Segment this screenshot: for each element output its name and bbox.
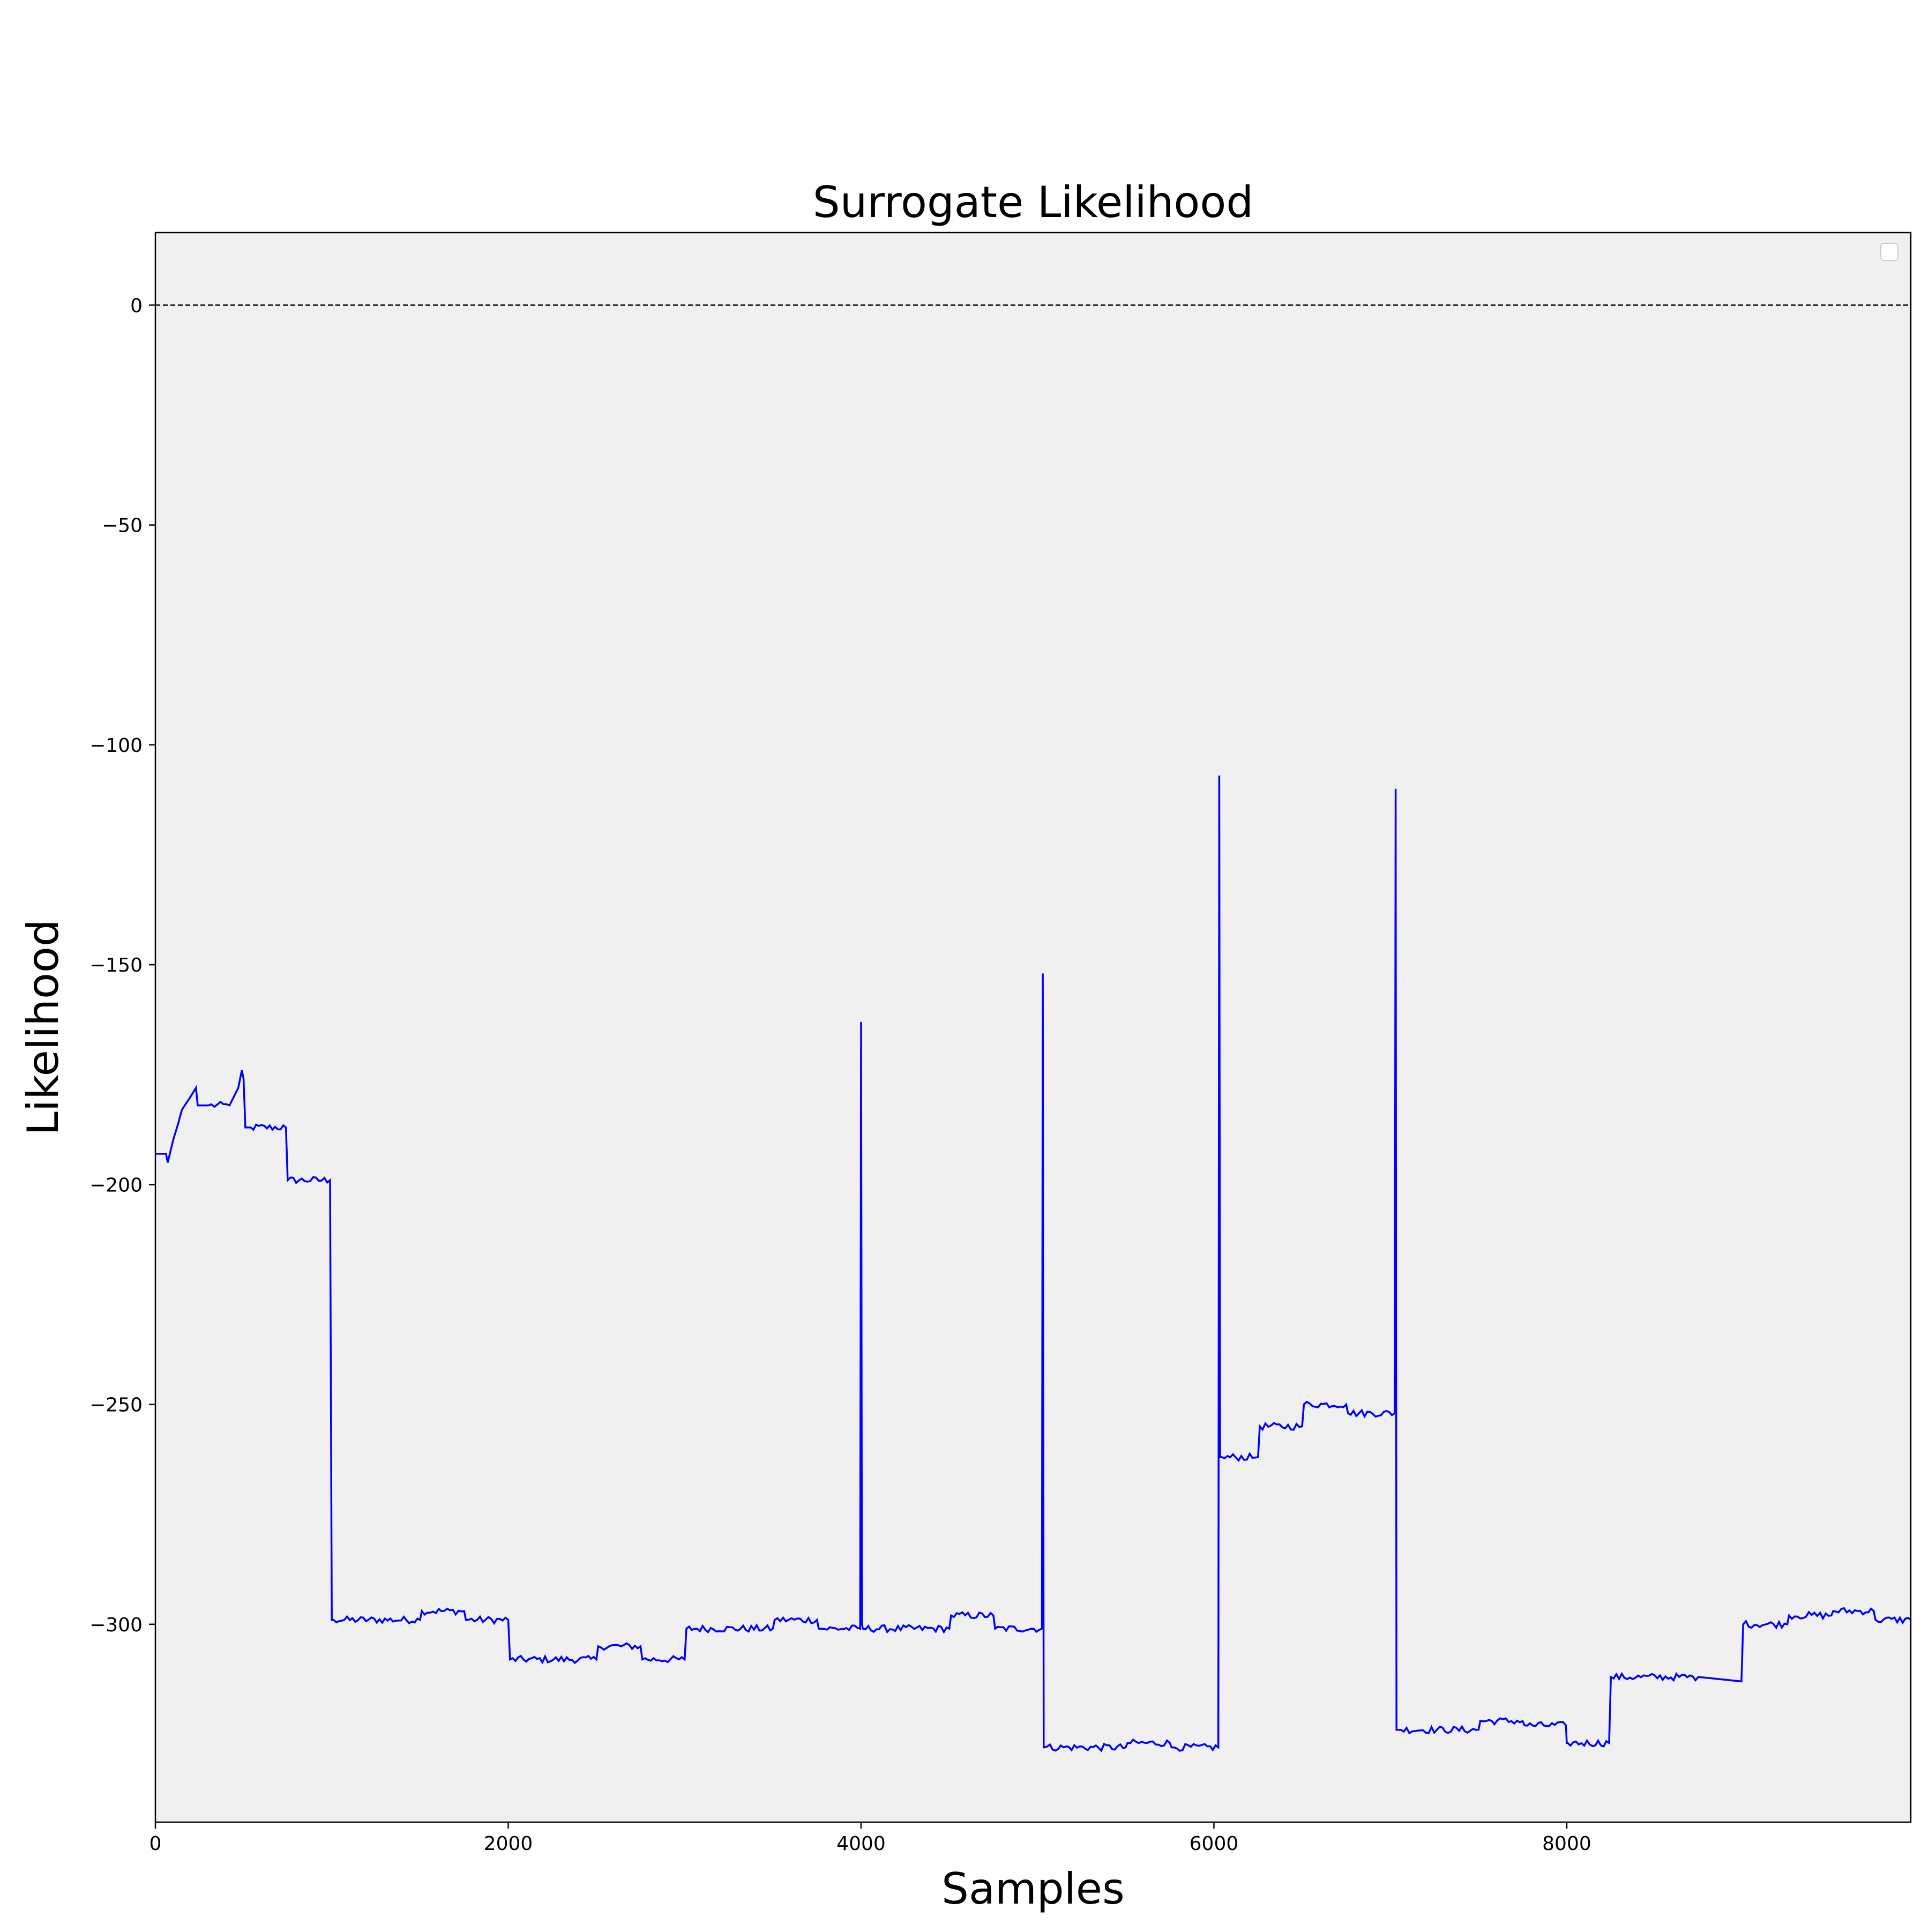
y-tick-label: −50 (102, 515, 143, 537)
x-tick-label: 0 (149, 1833, 162, 1855)
ticks-layer: 0 2000 4000 6000 8000 0 −50 −100 −150 −200 −250 −30… (89, 295, 1591, 1855)
y-tick-label: 0 (130, 295, 143, 317)
y-axis-title: Likelihood (18, 919, 68, 1135)
x-tick-label: 8000 (1542, 1833, 1591, 1855)
y-tick-label: −250 (89, 1394, 143, 1416)
x-tick-label: 6000 (1190, 1833, 1239, 1855)
x-tick-label: 2000 (484, 1833, 533, 1855)
x-axis-title: Samples (941, 1864, 1125, 1914)
y-tick-label: −300 (89, 1614, 143, 1636)
plot-frame (154, 232, 1912, 1823)
plot-area (155, 233, 1911, 1822)
chart-title: Surrogate Likelihood (813, 177, 1253, 227)
legend-box (1880, 243, 1898, 261)
plot-layer (155, 304, 1912, 1752)
y-tick-label: −100 (89, 735, 143, 757)
x-tick-label: 4000 (836, 1833, 886, 1855)
y-tick-label: −150 (89, 954, 143, 976)
y-tick-label: −200 (89, 1174, 143, 1196)
data-series-line-0 (155, 775, 1912, 1752)
